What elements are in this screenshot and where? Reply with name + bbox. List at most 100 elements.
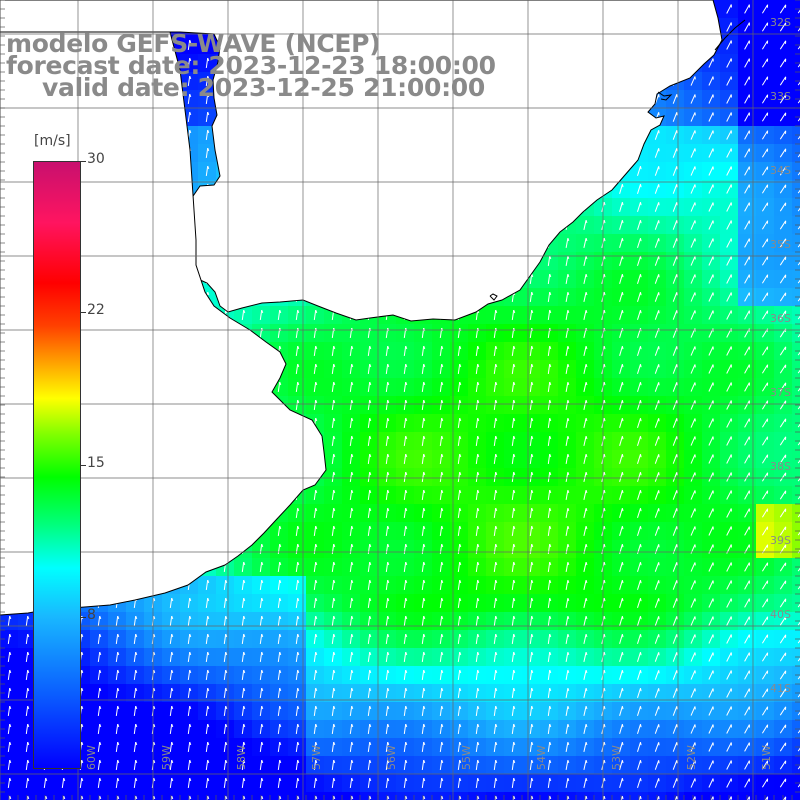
wind-arrow bbox=[637, 382, 641, 392]
wind-arrow-head bbox=[423, 543, 426, 548]
wind-arrow bbox=[654, 436, 660, 446]
wind-arrow bbox=[583, 435, 587, 447]
wind-arrow bbox=[726, 508, 732, 518]
wind-arrow bbox=[744, 58, 750, 68]
wind-arrow-head bbox=[603, 471, 606, 476]
wind-arrow bbox=[511, 472, 515, 482]
wind-arrow-head bbox=[585, 327, 588, 332]
wind-arrow-head bbox=[333, 417, 336, 422]
wind-arrow-head bbox=[423, 489, 426, 494]
wind-arrow bbox=[331, 526, 335, 536]
wind-arrow-head bbox=[405, 453, 408, 458]
wind-arrow-head bbox=[297, 363, 300, 368]
wind-arrow bbox=[367, 418, 371, 428]
wind-arrow bbox=[690, 562, 696, 572]
wind-arrow bbox=[779, 580, 787, 590]
wind-arrow-head bbox=[387, 381, 390, 386]
wind-arrow bbox=[565, 580, 569, 590]
wind-arrow bbox=[672, 130, 678, 140]
wind-arrow bbox=[385, 346, 389, 356]
wind-arrow bbox=[744, 364, 750, 374]
wind-arrow-head bbox=[387, 345, 390, 350]
wind-arrow bbox=[511, 364, 515, 374]
wind-arrow bbox=[779, 346, 787, 356]
wind-arrow bbox=[313, 346, 317, 356]
wind-arrow-head bbox=[549, 345, 552, 350]
wind-arrow bbox=[421, 526, 425, 536]
wind-arrow-head bbox=[567, 543, 570, 548]
wind-arrow bbox=[672, 580, 678, 590]
wind-arrow bbox=[511, 418, 515, 428]
wind-arrow bbox=[439, 436, 443, 446]
wind-arrow-head bbox=[279, 309, 282, 314]
wind-arrow bbox=[726, 4, 732, 14]
wind-arrow-head bbox=[640, 472, 642, 476]
wind-arrow bbox=[779, 526, 787, 536]
wind-arrow-head bbox=[495, 417, 498, 422]
wind-arrow-head bbox=[405, 345, 408, 350]
wind-arrow-head bbox=[315, 543, 318, 548]
wind-arrow-head bbox=[567, 327, 570, 332]
wind-arrow bbox=[726, 490, 732, 500]
wind-arrow bbox=[583, 255, 587, 267]
wind-arrow-head bbox=[351, 399, 354, 404]
wind-arrow bbox=[565, 364, 569, 374]
wind-arrow bbox=[761, 40, 769, 50]
wind-arrow-head bbox=[513, 489, 516, 494]
wind-arrow-head bbox=[513, 381, 516, 386]
wind-arrow bbox=[187, 94, 191, 104]
wind-arrow bbox=[654, 382, 660, 392]
wind-arrow bbox=[475, 526, 479, 536]
wind-arrow bbox=[708, 166, 714, 176]
wind-arrow bbox=[511, 508, 515, 518]
wind-arrow-head bbox=[549, 417, 552, 422]
wind-arrow-head bbox=[549, 543, 552, 548]
wind-arrow bbox=[241, 562, 245, 572]
wind-arrow bbox=[690, 148, 696, 158]
wind-arrow bbox=[797, 531, 800, 536]
wind-arrow-head bbox=[423, 561, 426, 566]
wind-arrow bbox=[565, 238, 569, 248]
wind-arrow-head bbox=[423, 327, 426, 332]
wind-arrow bbox=[349, 526, 353, 536]
wind-arrow-head bbox=[477, 399, 480, 404]
wind-arrow-head bbox=[477, 363, 480, 368]
wind-arrow bbox=[779, 364, 787, 374]
wind-arrow bbox=[565, 526, 569, 536]
wind-arrow bbox=[313, 382, 317, 392]
wind-arrow bbox=[744, 580, 750, 590]
wind-arrow bbox=[457, 526, 461, 536]
wind-arrow bbox=[637, 202, 641, 212]
wind-arrow bbox=[529, 490, 533, 500]
wind-arrow bbox=[511, 400, 515, 410]
wind-arrow bbox=[439, 526, 443, 536]
wind-arrow bbox=[690, 400, 696, 410]
wind-arrow bbox=[637, 436, 641, 446]
wind-arrow bbox=[259, 580, 263, 590]
wind-arrow-head bbox=[387, 363, 390, 368]
wind-arrow bbox=[797, 441, 800, 446]
wind-arrow-head bbox=[243, 579, 246, 584]
wind-arrow-head bbox=[603, 327, 606, 332]
wind-arrow bbox=[511, 346, 515, 356]
wind-arrow-head bbox=[477, 579, 480, 584]
wind-arrow-head bbox=[549, 255, 552, 260]
wind-arrow-head bbox=[640, 202, 642, 206]
wind-arrow-head bbox=[495, 363, 498, 368]
wind-arrow-head bbox=[513, 363, 516, 368]
wind-arrow bbox=[205, 112, 209, 122]
wind-arrow-head bbox=[315, 327, 318, 332]
wind-arrow bbox=[690, 454, 696, 464]
wind-arrow bbox=[583, 453, 587, 465]
wind-arrow-head bbox=[640, 490, 642, 494]
wind-arrow bbox=[672, 310, 678, 320]
wind-arrow-head bbox=[531, 525, 534, 530]
wind-arrow bbox=[726, 418, 732, 428]
wind-arrow bbox=[654, 166, 660, 176]
wind-arrow-head bbox=[549, 327, 552, 332]
wind-arrow bbox=[511, 562, 515, 572]
wind-arrow-head bbox=[207, 57, 210, 62]
wind-arrow bbox=[421, 580, 425, 590]
wind-arrow bbox=[797, 513, 800, 518]
wind-arrow-head bbox=[441, 399, 444, 404]
